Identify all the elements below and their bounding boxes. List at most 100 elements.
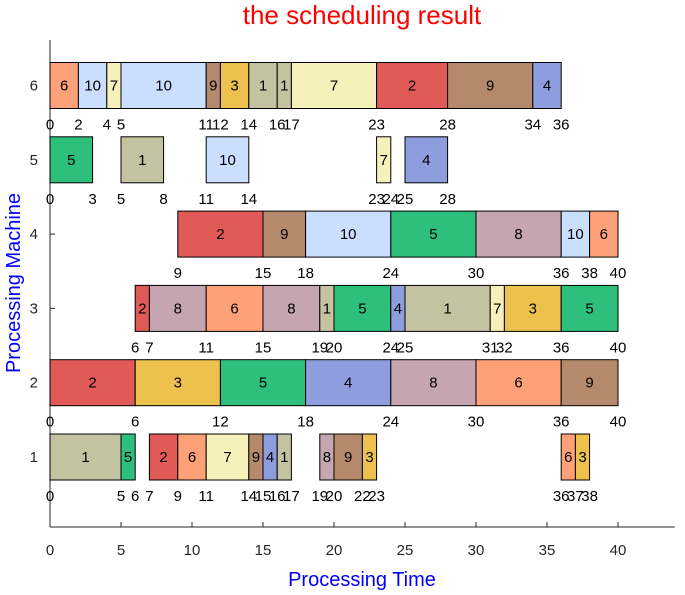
task-label: 4 xyxy=(266,449,274,466)
task-bar-job-2 xyxy=(177,210,264,258)
task-label: 6 xyxy=(564,449,572,466)
task-label: 9 xyxy=(585,375,593,392)
task-label: 4 xyxy=(422,152,430,169)
edge-time-label: 20 xyxy=(326,339,343,356)
edge-time-label: 36 xyxy=(553,117,570,134)
edge-time-label: 12 xyxy=(212,414,229,431)
edge-time-label: 23 xyxy=(368,117,385,134)
task-label: 5 xyxy=(67,152,75,169)
task-label: 1 xyxy=(280,449,288,466)
edge-time-label: 36 xyxy=(553,414,570,431)
task-label: 3 xyxy=(230,78,238,95)
task-label: 3 xyxy=(174,375,182,392)
edge-time-label: 40 xyxy=(610,265,627,282)
task-label: 9 xyxy=(252,449,260,466)
task-bar-job-3 xyxy=(574,433,591,481)
task-label: 6 xyxy=(600,226,608,243)
x-tick-label: 10 xyxy=(184,542,201,559)
task-bar-job-1 xyxy=(49,433,122,481)
task-label: 6 xyxy=(188,449,196,466)
task-bar-job-5 xyxy=(560,284,619,332)
task-bar-job-7 xyxy=(376,136,392,184)
task-label: 3 xyxy=(578,449,586,466)
task-label: 9 xyxy=(280,226,288,243)
edge-time-label: 9 xyxy=(174,488,182,505)
task-bar-job-7 xyxy=(290,62,378,109)
task-label: 6 xyxy=(514,375,522,392)
task-label: 1 xyxy=(323,300,331,317)
x-tick-label: 0 xyxy=(46,542,54,559)
edge-time-label: 19 xyxy=(311,488,328,505)
x-axis-label: Processing Time xyxy=(288,569,436,591)
edge-time-label: 12 xyxy=(212,117,229,134)
edge-time-label: 20 xyxy=(326,488,343,505)
y-tick-label: 1 xyxy=(30,449,38,466)
task-bar-job-6 xyxy=(177,433,207,481)
task-label: 2 xyxy=(88,375,96,392)
task-bar-job-3 xyxy=(134,359,221,407)
edge-time-label: 3 xyxy=(88,191,96,208)
task-bar-job-6 xyxy=(589,210,619,258)
task-label: 8 xyxy=(287,300,295,317)
task-label: 6 xyxy=(60,78,68,95)
task-bar-job-6 xyxy=(205,284,264,332)
chart-title: the scheduling result xyxy=(243,0,482,30)
edge-time-label: 0 xyxy=(46,191,54,208)
task-label: 3 xyxy=(365,449,373,466)
task-bar-job-2 xyxy=(148,433,179,481)
task-bar-job-1 xyxy=(276,433,292,481)
task-label: 1 xyxy=(138,152,146,169)
edge-time-label: 18 xyxy=(297,414,314,431)
task-label: 2 xyxy=(216,226,224,243)
task-label: 4 xyxy=(543,78,551,95)
edge-time-label: 23 xyxy=(368,191,385,208)
edge-time-label: 38 xyxy=(581,488,598,505)
task-bar-job-3 xyxy=(219,62,250,109)
task-label: 5 xyxy=(124,449,132,466)
edge-time-label: 9 xyxy=(174,265,182,282)
edge-time-label: 0 xyxy=(46,488,54,505)
task-label: 7 xyxy=(110,78,118,95)
x-tick-label: 35 xyxy=(539,542,556,559)
task-label: 5 xyxy=(429,226,437,243)
task-bar-job-9 xyxy=(333,433,363,481)
task-label: 10 xyxy=(219,152,236,169)
edge-time-label: 36 xyxy=(553,488,570,505)
task-bar-job-5 xyxy=(219,359,307,407)
edge-time-label: 19 xyxy=(311,339,328,356)
edge-time-label: 32 xyxy=(496,339,513,356)
task-bar-job-10 xyxy=(205,136,250,184)
task-label: 3 xyxy=(529,300,537,317)
task-label: 5 xyxy=(259,375,267,392)
edge-time-label: 40 xyxy=(610,414,627,431)
task-bar-job-4 xyxy=(404,136,449,184)
task-bar-job-3 xyxy=(361,433,378,481)
task-label: 10 xyxy=(340,226,357,243)
task-bar-job-9 xyxy=(447,62,534,109)
edge-time-label: 6 xyxy=(131,488,139,505)
task-bar-job-8 xyxy=(475,210,562,258)
edge-time-label: 36 xyxy=(553,339,570,356)
task-label: 10 xyxy=(567,226,584,243)
edge-time-label: 14 xyxy=(240,191,257,208)
task-label: 4 xyxy=(344,375,352,392)
task-bar-job-5 xyxy=(120,433,136,481)
edge-time-label: 23 xyxy=(368,488,385,505)
task-label: 9 xyxy=(344,449,352,466)
task-label: 8 xyxy=(174,300,182,317)
edge-time-label: 22 xyxy=(354,488,371,505)
task-bar-job-10 xyxy=(305,210,392,258)
x-tick-label: 40 xyxy=(610,542,627,559)
task-label: 2 xyxy=(138,300,146,317)
edge-time-label: 4 xyxy=(103,117,111,134)
edge-time-label: 25 xyxy=(397,191,414,208)
edge-time-label: 17 xyxy=(283,117,300,134)
task-bar-job-2 xyxy=(49,359,136,407)
edge-time-label: 36 xyxy=(553,265,570,282)
task-bar-job-4 xyxy=(532,62,562,109)
edge-time-label: 30 xyxy=(468,414,485,431)
edge-time-label: 28 xyxy=(439,117,456,134)
task-bar-job-5 xyxy=(333,284,392,332)
